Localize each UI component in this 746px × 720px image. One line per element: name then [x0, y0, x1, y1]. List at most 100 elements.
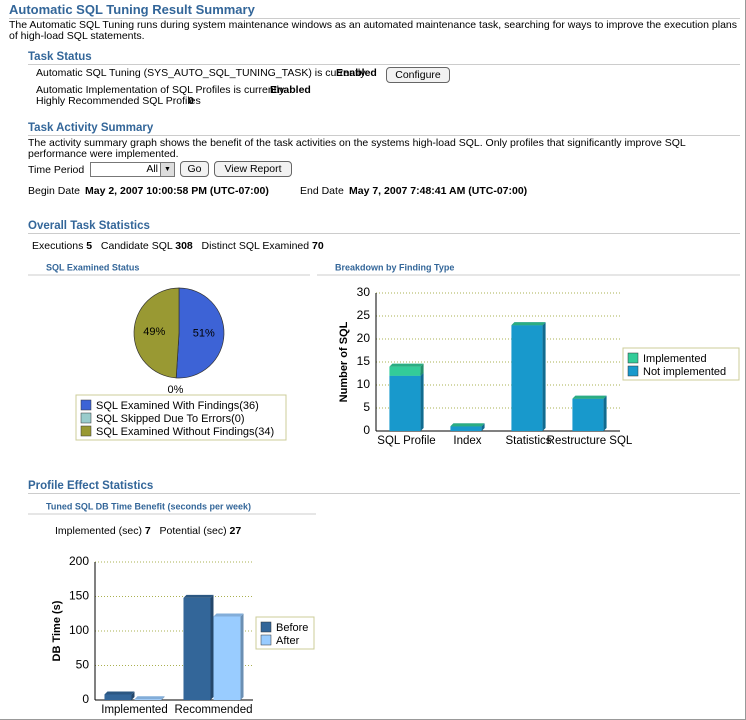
stat-value: 7: [144, 525, 151, 537]
select-value: All: [146, 163, 158, 175]
legend-swatch: [80, 412, 92, 424]
bar: [213, 616, 241, 700]
configure-button[interactable]: Configure: [386, 67, 450, 83]
legend-label: Implemented: [643, 353, 707, 365]
bar-side: [420, 372, 424, 431]
bar: [511, 325, 543, 431]
bar-side: [240, 613, 244, 700]
bar: [134, 699, 162, 700]
pie-label: 49%: [143, 326, 165, 338]
view-report-button[interactable]: View Report: [214, 161, 292, 177]
bar: [183, 597, 211, 700]
status-label: Automatic Implementation of SQL Profiles…: [36, 84, 285, 96]
x-tick-label: Restructure SQL: [547, 435, 633, 447]
bar-top: [183, 594, 214, 598]
x-tick-label: Index: [453, 435, 481, 447]
y-tick-label: 50: [76, 658, 90, 672]
bar-top: [134, 696, 165, 700]
stat-value: 27: [229, 525, 242, 537]
legend-label: After: [276, 635, 300, 647]
page-title: Automatic SQL Tuning Result Summary: [9, 2, 740, 19]
intro: The Automatic SQL Tuning runs during sys…: [9, 19, 738, 42]
go-button[interactable]: Go: [180, 161, 209, 177]
legend-label: SQL Skipped Due To Errors(0): [96, 413, 245, 425]
x-tick-label: Recommended: [175, 704, 253, 716]
chart-title: SQL Examined Status: [46, 262, 139, 272]
legend-swatch: [80, 425, 92, 437]
legend-swatch: [80, 399, 92, 411]
bar: [104, 694, 132, 700]
bar-top: [213, 613, 244, 617]
y-tick-label: 20: [357, 331, 371, 345]
y-axis-title: DB Time (s): [51, 600, 63, 661]
bar-top: [450, 423, 485, 427]
y-tick-label: 25: [357, 308, 371, 322]
section-heading: Task Activity Summary: [28, 122, 740, 136]
bar-side: [161, 696, 165, 700]
legend-label: Not implemented: [643, 366, 726, 378]
bar-side: [481, 423, 485, 431]
stats-row: Executions 5 Candidate SQL 308 Distinct …: [32, 240, 324, 252]
section-heading: Profile Effect Statistics: [28, 480, 740, 494]
stat-label: Potential (sec): [159, 525, 227, 537]
x-tick-label: SQL Profile: [377, 435, 435, 447]
y-tick-label: 10: [357, 377, 371, 391]
pie-label: 51%: [193, 328, 215, 340]
stat-label: Implemented (sec): [55, 525, 142, 537]
status-label: Automatic SQL Tuning (SYS_AUTO_SQL_TUNIN…: [36, 67, 366, 79]
bar-side: [603, 395, 607, 431]
stat-label: Distinct SQL Examined: [201, 240, 310, 252]
bar-top: [389, 363, 424, 367]
status-value: 0: [188, 95, 194, 107]
section-heading: Overall Task Statistics: [28, 220, 740, 234]
bar-side: [131, 691, 135, 700]
y-tick-label: 100: [69, 623, 89, 637]
bar-side: [210, 594, 214, 700]
status-value: Enabled: [336, 67, 377, 79]
chart-title: Tuned SQL DB Time Benefit (seconds per w…: [46, 501, 251, 511]
x-tick-label: Implemented: [101, 704, 167, 716]
y-tick-label: 200: [69, 554, 89, 568]
time-period-select[interactable]: All ▼: [90, 162, 175, 177]
y-tick-label: 0: [363, 423, 370, 437]
pie-label: 0%: [167, 384, 183, 396]
bar-side: [542, 322, 546, 431]
bar-top: [511, 322, 546, 326]
bar: [389, 366, 421, 376]
section-description: The activity summary graph shows the ben…: [28, 137, 686, 160]
bar-side: [420, 363, 424, 376]
bar-top: [104, 691, 135, 695]
stat-value: 308: [175, 240, 193, 252]
legend-swatch: [627, 352, 639, 364]
bar: [450, 426, 482, 431]
legend-swatch: [260, 621, 272, 633]
stats-row: Implemented (sec) 7 Potential (sec) 27: [55, 525, 241, 537]
stat-label: Executions: [32, 240, 84, 252]
section-heading: Task Status: [28, 51, 740, 65]
y-tick-label: 5: [363, 400, 370, 414]
legend-swatch: [260, 634, 272, 646]
stat-label: Candidate SQL: [100, 240, 173, 252]
field-value: May 2, 2007 10:00:58 PM (UTC-07:00): [85, 185, 269, 197]
field-label: Time Period: [28, 164, 85, 176]
field-value: May 7, 2007 7:48:41 AM (UTC-07:00): [349, 185, 528, 197]
legend-label: SQL Examined Without Findings(34): [96, 426, 274, 438]
bar-top: [572, 395, 607, 399]
legend-box: [622, 347, 740, 381]
pie-slice: [175, 287, 225, 379]
legend-swatch: [627, 365, 639, 377]
y-tick-label: 0: [82, 692, 89, 706]
status-label: Highly Recommended SQL Profiles: [36, 95, 201, 107]
legend-box: [75, 394, 287, 441]
status-value: Enabled: [270, 84, 311, 96]
chart-title: Breakdown by Finding Type: [335, 262, 454, 272]
y-tick-label: 15: [357, 354, 371, 368]
field-label: Begin Date: [28, 185, 80, 197]
y-tick-label: 150: [69, 589, 89, 603]
select-arrow[interactable]: ▼: [160, 163, 174, 176]
bar: [389, 375, 421, 431]
bar: [572, 398, 604, 431]
x-tick-label: Statistics: [505, 435, 551, 447]
